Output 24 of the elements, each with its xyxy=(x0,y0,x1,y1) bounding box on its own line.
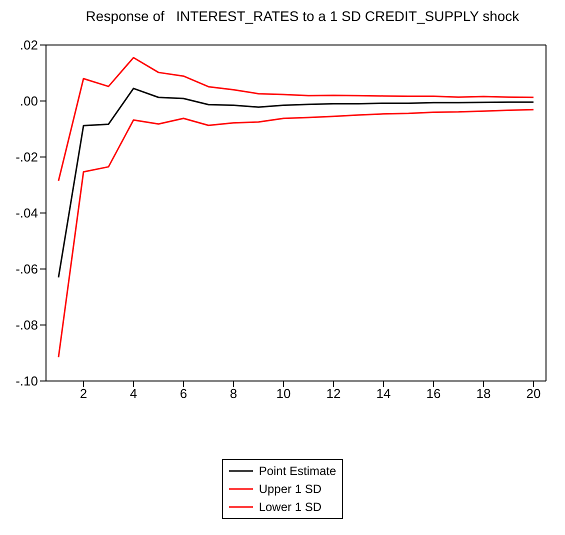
y-tick-label: .00 xyxy=(20,94,38,109)
x-tick-label: 16 xyxy=(426,386,441,402)
x-tick-label: 10 xyxy=(276,386,291,402)
x-tick-label: 14 xyxy=(376,386,391,402)
y-tick-label: -.04 xyxy=(16,206,38,221)
line-series xyxy=(58,56,534,182)
line-series xyxy=(58,108,534,358)
y-tick-label: -.06 xyxy=(16,262,38,277)
x-tick-label: 18 xyxy=(476,386,491,402)
x-tick-label: 4 xyxy=(130,386,138,402)
y-tick-label: -.10 xyxy=(16,374,38,389)
chart-title: Response of INTEREST_RATES to a 1 SD CREDIT_SUPPLY shock xyxy=(84,8,520,24)
y-tick-label: -.08 xyxy=(16,318,38,333)
x-tick-label: 12 xyxy=(326,386,341,402)
x-tick-label: 2 xyxy=(80,386,88,402)
legend-label: Lower 1 SD xyxy=(258,500,322,514)
x-tick-label: 6 xyxy=(180,386,188,402)
legend-label: Upper 1 SD xyxy=(258,482,322,496)
line-series xyxy=(58,88,534,278)
x-tick-label: 20 xyxy=(526,386,541,402)
y-tick-label: .02 xyxy=(20,38,38,53)
legend-label: Point Estimate xyxy=(258,464,336,478)
x-tick-label: 8 xyxy=(230,386,238,402)
y-tick-label: -.02 xyxy=(16,150,38,165)
